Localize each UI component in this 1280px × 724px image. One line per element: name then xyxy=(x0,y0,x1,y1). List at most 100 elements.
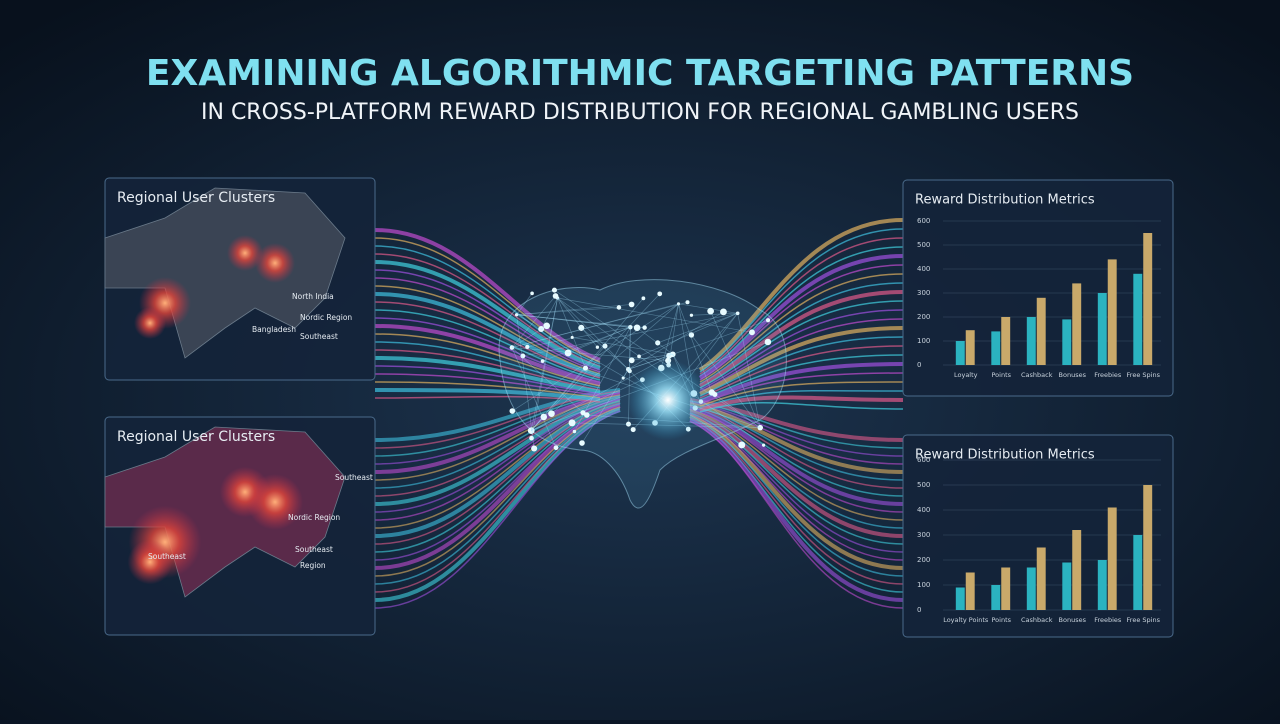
bar xyxy=(1133,535,1143,610)
flow-line xyxy=(374,408,621,602)
x-tick-label: Points xyxy=(991,371,1011,379)
brain-link xyxy=(516,304,632,316)
flow-line xyxy=(689,418,904,602)
flow-line xyxy=(374,398,621,513)
flow-line xyxy=(374,324,601,386)
brain-node xyxy=(540,359,545,363)
flow-line xyxy=(699,389,904,409)
y-tick-label: 300 xyxy=(917,531,930,539)
flow-line xyxy=(374,292,601,378)
flow-line xyxy=(689,406,904,506)
brain-node xyxy=(628,301,635,308)
x-tick-label: Bonuses xyxy=(1059,616,1087,624)
y-tick-label: 100 xyxy=(917,337,930,345)
flow-line xyxy=(374,395,621,489)
brain-node xyxy=(584,412,590,418)
bar xyxy=(965,330,975,365)
flow-line xyxy=(699,273,904,383)
bar xyxy=(1072,283,1082,365)
brain-node xyxy=(628,357,635,364)
bar xyxy=(1036,547,1046,610)
flow-line xyxy=(374,406,621,577)
brain-link xyxy=(516,314,631,328)
brain-node xyxy=(579,440,585,446)
brain-node xyxy=(520,353,526,359)
x-tick-label: Free Spins xyxy=(1127,616,1161,624)
brain-link xyxy=(530,297,558,431)
brain-node xyxy=(669,351,676,358)
subtitle: IN CROSS-PLATFORM REWARD DISTRIBUTION FO… xyxy=(201,100,1079,125)
brain-node xyxy=(642,325,647,330)
flow-line xyxy=(689,408,904,513)
x-tick-label: Points xyxy=(991,616,1011,624)
brain-link xyxy=(691,334,761,428)
brain-node xyxy=(568,419,576,427)
flow-line xyxy=(374,365,601,395)
brain-link xyxy=(714,394,761,428)
brain-link xyxy=(511,303,679,348)
flow-line xyxy=(374,410,621,609)
flow-line xyxy=(699,336,904,397)
brain-link xyxy=(737,313,761,428)
flow-line xyxy=(699,401,904,413)
y-tick-label: 300 xyxy=(917,289,930,297)
cluster xyxy=(247,474,303,530)
brain-link xyxy=(527,326,631,348)
brain-node xyxy=(530,291,534,296)
brain-node xyxy=(625,421,631,427)
flow-line xyxy=(699,381,904,407)
brain-node xyxy=(564,349,572,357)
bar xyxy=(1062,562,1072,610)
flow-line xyxy=(374,228,601,362)
brain-node xyxy=(625,366,631,372)
flow-line xyxy=(689,402,904,474)
brain-link xyxy=(628,327,631,425)
brain-link xyxy=(660,303,679,369)
flow-line xyxy=(374,404,621,570)
brain-node xyxy=(572,429,577,434)
flow-line xyxy=(374,317,601,383)
flow-line xyxy=(374,309,601,381)
flow-line xyxy=(699,318,904,393)
flow-line xyxy=(374,245,601,365)
map-label: Nordic Region xyxy=(300,313,352,322)
flow-line xyxy=(374,394,621,481)
bar xyxy=(1001,317,1011,365)
brain-core xyxy=(628,360,708,440)
brain-link xyxy=(516,307,619,316)
x-tick-label: Cashback xyxy=(1021,616,1053,624)
flow-line xyxy=(699,300,904,389)
flow-line xyxy=(689,409,904,521)
flow-line xyxy=(374,349,601,391)
brain-link xyxy=(511,301,688,348)
panels: Regional User Clusters North India Nordic … xyxy=(104,177,1174,638)
flow-line xyxy=(699,246,904,377)
brain-link xyxy=(557,297,753,333)
map-label: North India xyxy=(292,292,334,301)
title: EXAMINING ALGORITHMIC TARGETING PATTERNS xyxy=(146,53,1134,94)
cluster xyxy=(134,307,166,339)
flow-line xyxy=(689,413,904,553)
brain-link xyxy=(512,303,679,412)
brain-link xyxy=(516,314,535,449)
brain-link xyxy=(672,319,769,355)
flow-line xyxy=(374,277,601,373)
brain-node xyxy=(602,343,608,349)
bar xyxy=(1107,507,1117,610)
brain-node xyxy=(621,376,625,380)
brain-node xyxy=(655,340,661,346)
brain-link xyxy=(511,325,547,348)
brain-node xyxy=(529,435,534,441)
flow-line xyxy=(689,416,904,577)
brain-node xyxy=(633,324,641,332)
bar xyxy=(1107,259,1117,365)
flow-line xyxy=(689,412,904,545)
brain-node xyxy=(543,322,551,330)
flow-lines xyxy=(374,218,904,609)
brain-link xyxy=(678,303,738,314)
brain-link xyxy=(530,298,644,431)
flow-line xyxy=(698,218,904,372)
map-title: Regional User Clusters xyxy=(117,190,275,206)
brain-link xyxy=(628,311,724,370)
